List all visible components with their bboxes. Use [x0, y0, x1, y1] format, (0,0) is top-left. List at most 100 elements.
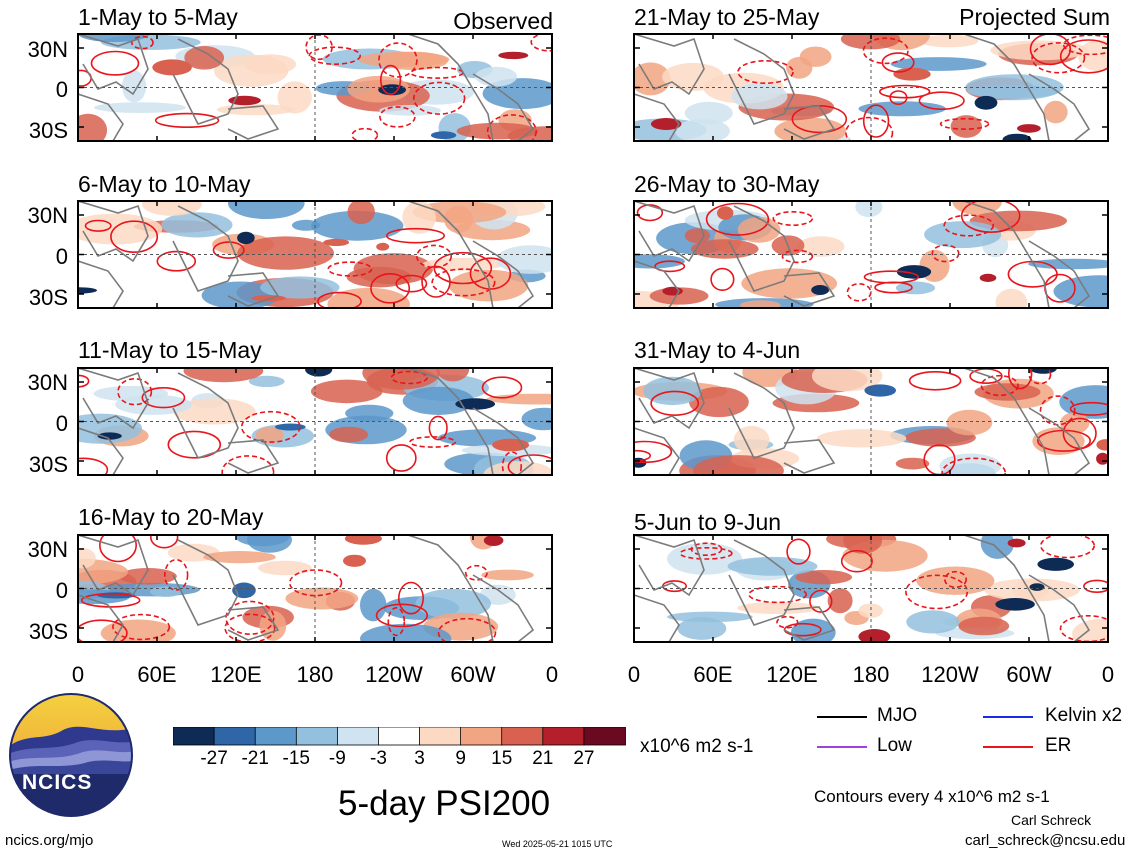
coastline — [963, 368, 1050, 475]
shading-blob — [958, 616, 1010, 636]
er-contour — [809, 589, 833, 613]
colorbar-swatch — [173, 727, 215, 746]
colorbar-tick-label: -15 — [282, 748, 310, 769]
coastline — [783, 105, 836, 140]
er-contour — [1083, 579, 1108, 593]
shading-core — [811, 285, 829, 295]
shading-core — [979, 273, 997, 282]
er-contour — [224, 613, 276, 642]
er-contour — [650, 390, 700, 416]
shading-core — [344, 535, 382, 545]
shading-core — [498, 51, 529, 60]
shading-core — [1002, 133, 1032, 141]
shading-blob — [774, 117, 847, 141]
colorbar-swatch — [501, 727, 544, 746]
shading-blob — [797, 236, 845, 257]
shading-blob — [895, 457, 930, 470]
map-panel — [77, 367, 553, 476]
shading-core — [1029, 583, 1045, 591]
er-contour — [840, 549, 873, 573]
er-contour — [710, 267, 735, 292]
shading-blob — [727, 556, 818, 576]
coastline — [728, 205, 795, 292]
shading-blob — [916, 566, 995, 595]
coastline — [634, 368, 705, 430]
er-contour — [397, 581, 424, 615]
coastline — [1028, 407, 1091, 475]
coastline — [1028, 574, 1091, 642]
coastline — [78, 34, 149, 96]
legend-label-mjo: MJO — [877, 705, 918, 726]
er-contour — [351, 127, 379, 141]
coastline — [728, 539, 795, 626]
xtick-60e-left: 60E — [137, 662, 177, 687]
shading-blob — [1072, 618, 1108, 642]
coastline — [407, 535, 494, 642]
er-contour — [737, 59, 794, 84]
er-contour — [78, 457, 109, 475]
shading-core — [896, 265, 932, 279]
er-contour — [908, 370, 962, 391]
ncics-logo — [9, 693, 133, 817]
er-contour — [433, 251, 493, 285]
coastline — [634, 535, 705, 597]
shading-blob — [980, 535, 1015, 559]
er-contour — [1029, 34, 1072, 66]
shading-blob — [94, 102, 186, 113]
er-contour — [654, 260, 686, 273]
er-contour — [385, 444, 417, 472]
shading-blob — [247, 535, 292, 553]
er-contour — [110, 220, 159, 253]
er-contour — [1062, 34, 1108, 56]
shading-blob — [966, 85, 1059, 99]
coastline — [172, 38, 239, 125]
shading-blob — [855, 201, 883, 218]
shading-blob — [78, 547, 96, 569]
shading-blob — [228, 201, 305, 220]
ytick-0-3: 0 — [55, 411, 68, 436]
colorbar-tick-label: -3 — [370, 748, 387, 769]
shading-blob — [1028, 258, 1108, 270]
shading-blob — [161, 212, 233, 238]
shading-core — [492, 438, 530, 452]
shading-core — [343, 554, 366, 567]
er-contour — [379, 106, 416, 128]
er-contour — [90, 50, 140, 76]
er-contour — [507, 454, 552, 475]
shading-blob — [258, 560, 312, 576]
colorbar-swatch — [460, 727, 503, 746]
er-contour — [84, 219, 112, 232]
coastline — [634, 93, 680, 141]
er-contour — [221, 455, 275, 475]
shading-core — [251, 295, 286, 302]
shading-blob — [1060, 412, 1090, 434]
site-link[interactable]: ncics.org/mjo — [5, 832, 94, 849]
er-contour — [980, 374, 1019, 397]
shading-blob — [684, 101, 733, 125]
er-contour — [380, 64, 402, 95]
shading-blob — [454, 219, 531, 241]
email-link[interactable]: carl_schreck@ncsu.edu — [965, 832, 1126, 849]
er-contour — [390, 370, 429, 385]
ytick-30n-2: 30N — [27, 203, 68, 228]
coastline — [472, 240, 535, 308]
xtick-60e-right: 60E — [693, 662, 733, 687]
xtick-60w-right: 60W — [1006, 662, 1052, 687]
er-contour — [288, 569, 343, 597]
coastline — [227, 439, 280, 474]
coastline — [728, 372, 795, 459]
colorbar-swatch — [295, 727, 339, 746]
er-contour — [1031, 42, 1086, 74]
ytick-0-4: 0 — [55, 578, 68, 603]
coastline — [227, 272, 280, 307]
er-contour — [387, 606, 406, 637]
colorbar-tick-label: 3 — [414, 748, 425, 769]
coastline — [472, 407, 535, 475]
er-contour — [941, 457, 1007, 475]
main-title: 5-day PSI200 — [338, 784, 551, 823]
shading-blob — [475, 66, 518, 87]
er-contour — [863, 270, 919, 284]
er-contour — [679, 547, 733, 560]
xtick-60w-left: 60W — [450, 662, 496, 687]
coastline — [634, 427, 680, 475]
